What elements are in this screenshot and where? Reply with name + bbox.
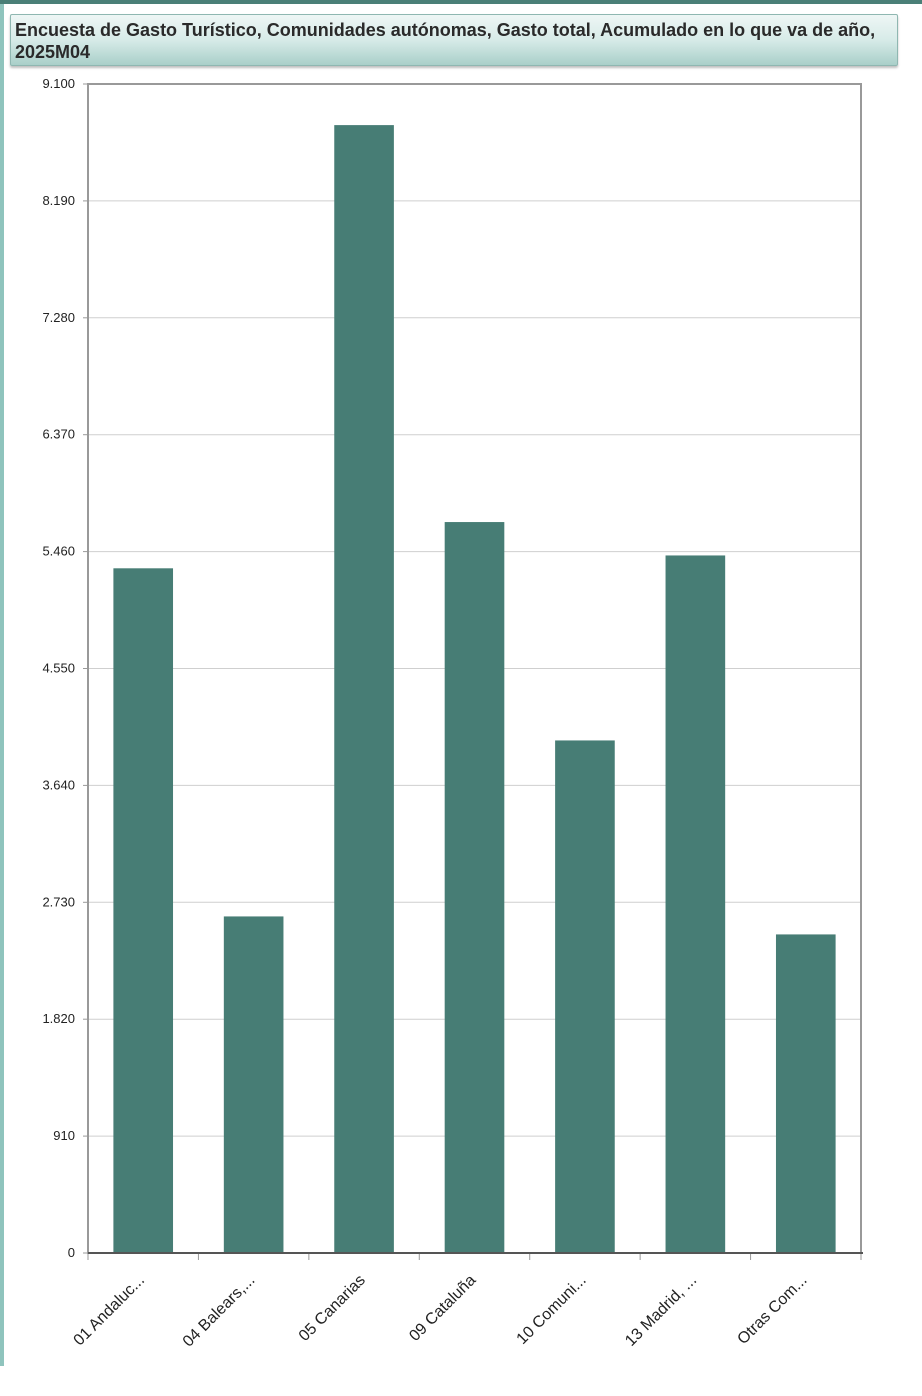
left-accent-stripe — [0, 4, 4, 1366]
y-tick-label: 4.550 — [42, 661, 75, 676]
chart-title: Encuesta de Gasto Turístico, Comunidades… — [15, 20, 876, 62]
x-axis: 01 Andaluc... 04 Balears,... 05 Canarias 09… — [71, 1252, 863, 1351]
x-tick-label: 05 Canarias — [296, 1272, 369, 1345]
x-tick-label: 09 Cataluña — [406, 1272, 479, 1345]
y-tick-label: 9.100 — [42, 76, 75, 91]
bar[interactable] — [775, 934, 836, 1253]
y-tick-label: 7.280 — [42, 310, 75, 325]
x-tick-label: 01 Andaluc... — [71, 1272, 148, 1349]
y-tick-label: 0 — [68, 1245, 75, 1260]
bar[interactable] — [334, 125, 394, 1254]
y-tick-label: 8.190 — [42, 193, 75, 208]
x-tick-label: 10 Comuni... — [514, 1272, 590, 1348]
x-tick-label: Otras Com... — [734, 1272, 810, 1348]
top-accent-stripe — [0, 0, 922, 4]
bar[interactable] — [113, 568, 174, 1253]
y-tick-label: 5.460 — [42, 544, 75, 559]
y-tick-label: 910 — [53, 1128, 75, 1143]
y-tick-label: 1.820 — [42, 1011, 75, 1026]
bar[interactable] — [665, 555, 726, 1253]
bar[interactable] — [223, 916, 284, 1253]
bar[interactable] — [555, 740, 615, 1253]
bars — [113, 125, 836, 1254]
x-tick-label: 13 Madrid, ... — [622, 1272, 700, 1350]
y-tick-label: 2.730 — [42, 894, 75, 909]
y-tick-label: 6.370 — [42, 427, 75, 442]
chart-title-box: Encuesta de Gasto Turístico, Comunidades… — [10, 14, 898, 66]
x-tick-label: 04 Balears,... — [180, 1272, 259, 1351]
y-axis: 0 910 1.820 2.730 3.640 4.550 5.460 6.370 7.280 8… — [42, 76, 88, 1260]
bar[interactable] — [444, 522, 505, 1253]
y-tick-label: 3.640 — [42, 777, 75, 792]
